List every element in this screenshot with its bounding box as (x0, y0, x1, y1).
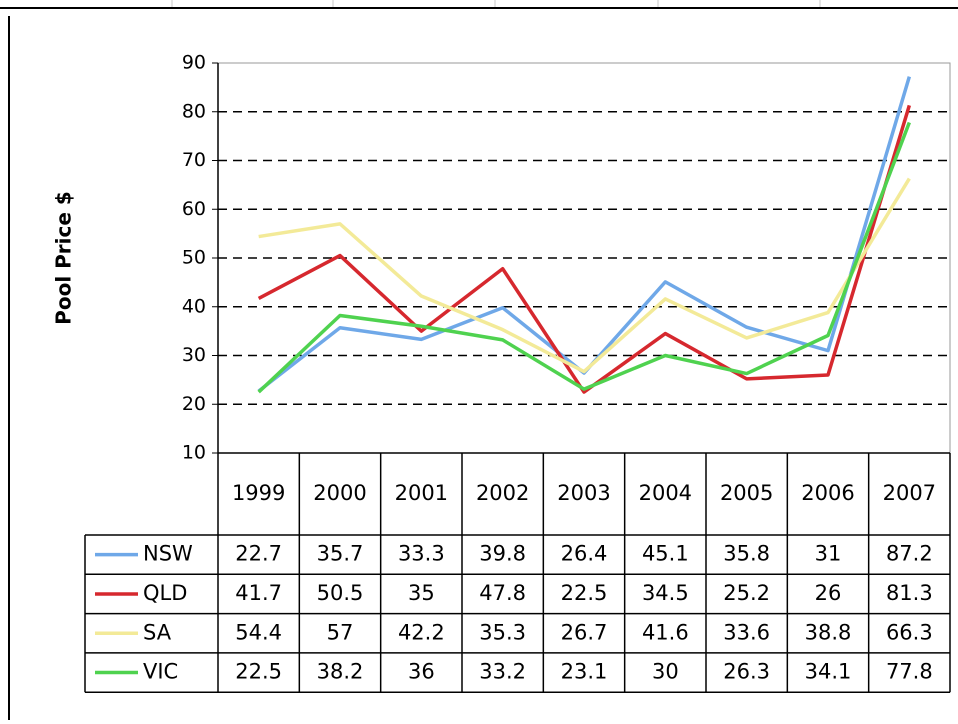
y-tick-label: 90 (182, 52, 206, 74)
table-value: 38.8 (805, 620, 852, 644)
x-tick-label: 2005 (720, 481, 773, 505)
table-value: 81.3 (886, 581, 933, 605)
table-value: 26.7 (561, 620, 608, 644)
table-value: 38.2 (317, 660, 364, 684)
table-value: 41.6 (642, 620, 689, 644)
table-value: 22.5 (235, 660, 282, 684)
sheet-grid (171, 0, 821, 8)
x-tick-label: 2003 (557, 481, 610, 505)
x-tick-label: 2007 (883, 481, 936, 505)
legend-label: NSW (143, 542, 193, 566)
y-tick-label: 20 (182, 393, 206, 415)
table-value: 41.7 (235, 581, 282, 605)
table-value: 77.8 (886, 660, 933, 684)
series-line (258, 177, 911, 374)
table-value: 35.3 (479, 620, 526, 644)
table-value: 47.8 (479, 581, 526, 605)
table-value: 22.5 (561, 581, 608, 605)
y-axis-title: Pool Price $ (52, 191, 76, 325)
y-tick-label: 30 (182, 344, 206, 366)
legend-label: VIC (143, 660, 178, 684)
y-tick-label: 70 (182, 149, 206, 171)
table-value: 42.2 (398, 620, 445, 644)
table-value: 33.2 (479, 660, 526, 684)
y-tick-label: 50 (182, 247, 206, 269)
x-tick-label: 2001 (395, 481, 448, 505)
table-value: 87.2 (886, 542, 933, 566)
table-value: 35.7 (317, 542, 364, 566)
x-tick-label: 2002 (476, 481, 529, 505)
y-tick-label: 80 (182, 100, 206, 122)
x-tick-label: 2006 (801, 481, 854, 505)
legend-label: QLD (143, 581, 187, 605)
table-value: 26 (815, 581, 842, 605)
y-tick-label: 10 (182, 442, 206, 464)
series-line (257, 121, 911, 394)
table-value: 31 (815, 542, 842, 566)
table-value: 35 (408, 581, 435, 605)
table-value: 36 (408, 660, 435, 684)
series-line (257, 104, 912, 394)
table-value: 22.7 (235, 542, 282, 566)
table-value: 45.1 (642, 542, 689, 566)
x-tick-label: 1999 (232, 481, 285, 505)
table-value: 66.3 (886, 620, 933, 644)
table-value: 26.3 (723, 660, 770, 684)
table-value: 57 (327, 620, 354, 644)
legend-label: SA (143, 620, 172, 644)
table-value: 23.1 (561, 660, 608, 684)
table-value: 33.3 (398, 542, 445, 566)
x-tick-label: 2004 (639, 481, 692, 505)
table-value: 34.5 (642, 581, 689, 605)
table-value: 30 (652, 660, 679, 684)
y-tick-label: 40 (182, 295, 206, 317)
table-value: 26.4 (561, 542, 608, 566)
table-value: 33.6 (723, 620, 770, 644)
y-tick-label: 60 (182, 198, 206, 220)
table-value: 35.8 (723, 542, 770, 566)
x-tick-label: 2000 (313, 481, 366, 505)
table-value: 39.8 (479, 542, 526, 566)
table-value: 54.4 (235, 620, 282, 644)
table-value: 50.5 (317, 581, 364, 605)
table-value: 25.2 (723, 581, 770, 605)
table-value: 34.1 (805, 660, 852, 684)
